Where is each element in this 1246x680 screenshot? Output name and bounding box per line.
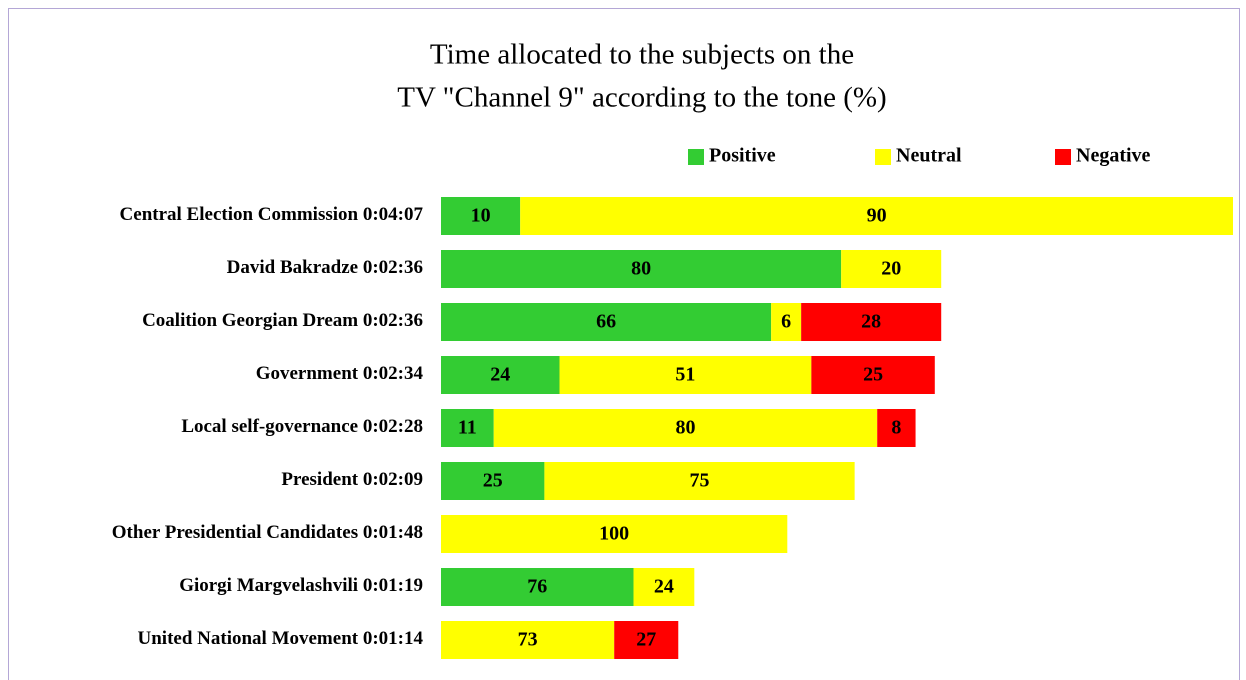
- duration: 0:04:07: [363, 204, 424, 225]
- duration: 0:01:48: [363, 522, 423, 543]
- duration: 0:02:36: [363, 310, 423, 331]
- data-label: 11: [458, 417, 477, 439]
- bar-segment: [811, 356, 935, 394]
- category-name: Local self-governance: [181, 416, 358, 437]
- y-tick-label: United National Movement 0:01:14: [138, 628, 424, 649]
- y-tick-label: Local self-governance 0:02:28: [181, 416, 423, 437]
- legend-swatch: [688, 149, 704, 165]
- bar-segment: [441, 568, 634, 606]
- data-label: 8: [891, 417, 901, 439]
- y-tick-label: Central Election Commission 0:04:07: [120, 204, 424, 225]
- legend-swatch: [1055, 149, 1071, 165]
- data-label: 6: [781, 311, 791, 333]
- legend-label: Positive: [709, 145, 776, 167]
- data-label: 51: [675, 364, 695, 386]
- data-label: 25: [863, 364, 883, 386]
- y-tick-label: David Bakradze 0:02:36: [227, 257, 423, 278]
- data-label: 24: [654, 576, 674, 598]
- category-name: Giorgi Margvelashvili: [179, 575, 358, 596]
- bar-segment: [441, 515, 788, 553]
- chart-title: Time allocated to the subjects on the: [430, 39, 854, 71]
- duration: 0:01:14: [363, 628, 424, 649]
- data-label: 75: [690, 470, 710, 492]
- data-label: 10: [471, 205, 491, 227]
- bar-segment: [441, 356, 560, 394]
- bar-segment: [559, 356, 812, 394]
- category-name: President: [281, 469, 358, 490]
- bar-segment: [877, 409, 916, 447]
- bar-segment: [441, 303, 772, 341]
- bar-segment: [771, 303, 802, 341]
- duration: 0:02:36: [363, 257, 423, 278]
- data-label: 90: [867, 205, 887, 227]
- category-name: Other Presidential Candidates: [112, 522, 358, 543]
- category-name: United National Movement: [138, 628, 359, 649]
- bar-segment: [441, 462, 545, 500]
- chart-title: TV "Channel 9" according to the tone (%): [397, 82, 886, 114]
- data-label: 80: [675, 417, 695, 439]
- duration: 0:01:19: [363, 575, 423, 596]
- bar-segment: [493, 409, 878, 447]
- category-name: David Bakradze: [227, 257, 358, 278]
- data-label: 27: [636, 629, 656, 651]
- bar-segment: [841, 250, 942, 288]
- data-label: 73: [518, 629, 538, 651]
- bar-segment: [633, 568, 695, 606]
- bar-segment: [544, 462, 855, 500]
- category-name: Government: [256, 363, 359, 384]
- y-tick-label: Government 0:02:34: [256, 363, 424, 384]
- y-tick-label: Coalition Georgian Dream 0:02:36: [142, 310, 423, 331]
- duration: 0:02:34: [363, 363, 424, 384]
- category-name: Central Election Commission: [120, 204, 359, 225]
- data-label: 80: [631, 258, 651, 280]
- legend-label: Negative: [1076, 145, 1151, 167]
- bar-segment: [441, 621, 615, 659]
- duration: 0:02:09: [363, 469, 423, 490]
- duration: 0:02:28: [363, 416, 423, 437]
- data-label: 76: [527, 576, 547, 598]
- bar-segment: [441, 409, 494, 447]
- legend-label: Neutral: [896, 145, 962, 167]
- category-name: Coalition Georgian Dream: [142, 310, 358, 331]
- bar-segment: [441, 250, 842, 288]
- data-label: 100: [599, 523, 629, 545]
- bar-segment: [801, 303, 942, 341]
- data-label: 66: [596, 311, 616, 333]
- y-tick-label: Giorgi Margvelashvili 0:01:19: [179, 575, 423, 596]
- bar-segment: [614, 621, 679, 659]
- data-label: 24: [490, 364, 510, 386]
- legend-swatch: [875, 149, 891, 165]
- bar-segment: [441, 197, 521, 235]
- data-label: 28: [861, 311, 881, 333]
- y-tick-label: Other Presidential Candidates 0:01:48: [112, 522, 423, 543]
- y-tick-label: President 0:02:09: [281, 469, 423, 490]
- bar-segment: [520, 197, 1233, 235]
- data-label: 25: [483, 470, 503, 492]
- data-label: 20: [881, 258, 901, 280]
